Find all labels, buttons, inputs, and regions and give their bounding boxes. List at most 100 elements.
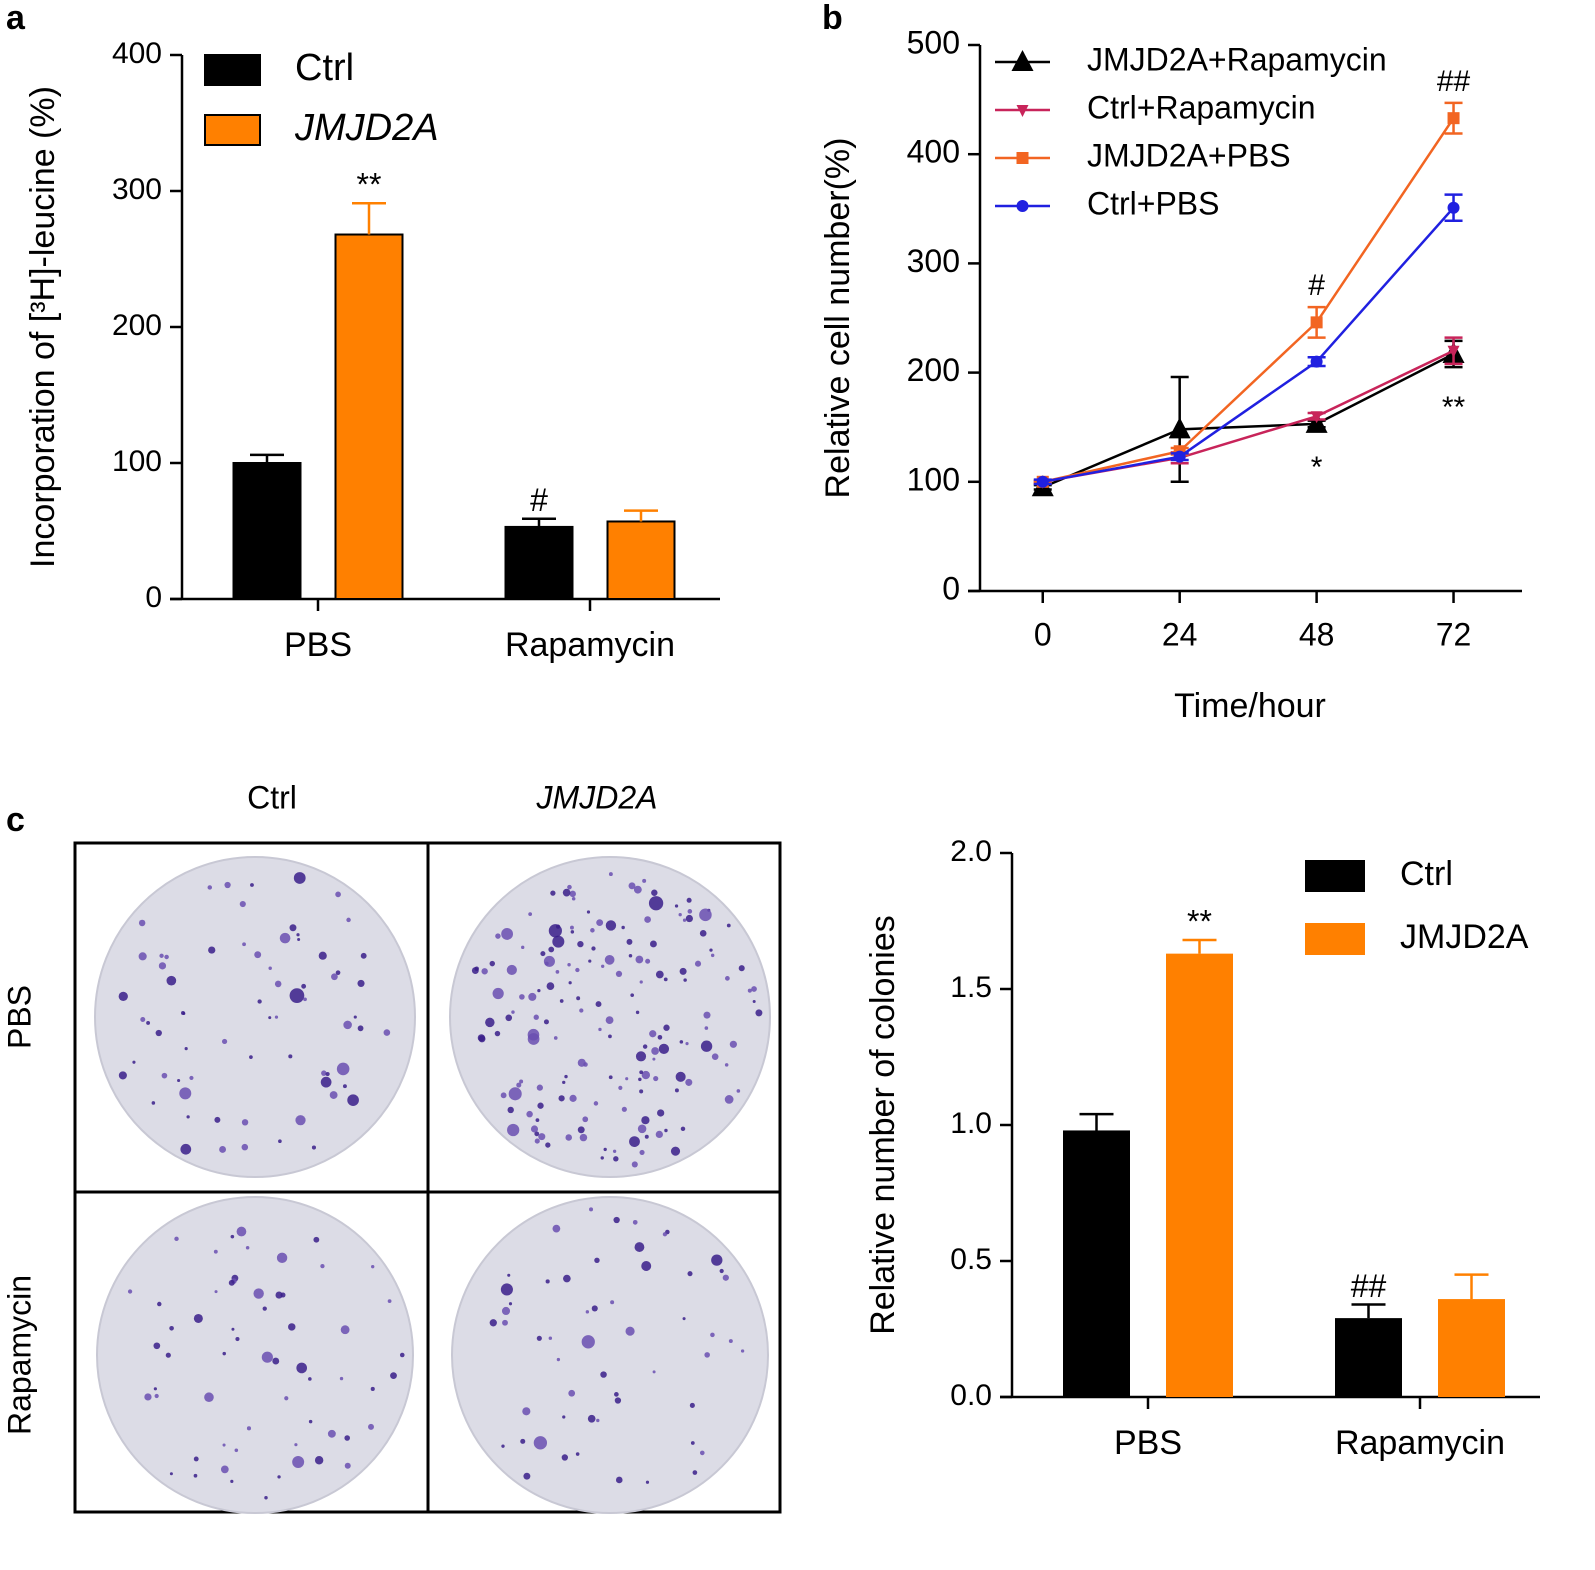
colony — [724, 1063, 729, 1067]
colony — [311, 1145, 317, 1150]
colony — [193, 1473, 198, 1478]
colony — [631, 1161, 638, 1168]
colony — [564, 1074, 568, 1079]
colony — [489, 1319, 497, 1327]
colony — [604, 954, 615, 965]
colony — [507, 1273, 511, 1277]
colony — [387, 1299, 392, 1303]
colony — [214, 1116, 221, 1123]
colony — [621, 1106, 627, 1112]
colony — [639, 1089, 644, 1094]
error-bar — [1079, 1112, 1114, 1131]
colony — [370, 1386, 375, 1391]
colony — [501, 928, 514, 940]
colony — [662, 1232, 668, 1237]
colony — [719, 1268, 724, 1274]
y-tick-label: 400 — [907, 134, 960, 170]
colony — [288, 1323, 296, 1331]
colony — [157, 1301, 162, 1307]
colony — [726, 923, 731, 928]
colony — [605, 1016, 614, 1025]
y-tick-label: 200 — [907, 352, 960, 388]
colony — [335, 970, 341, 975]
colony — [533, 1436, 548, 1450]
colony — [213, 1249, 218, 1254]
colony — [220, 1465, 229, 1474]
colony — [644, 1134, 649, 1139]
colony — [711, 1053, 719, 1060]
annotation: # — [1308, 269, 1325, 302]
colony — [261, 1351, 273, 1363]
legend-swatch — [204, 114, 261, 146]
colony — [638, 1077, 642, 1082]
colony — [738, 965, 745, 972]
colony — [570, 930, 575, 934]
y-tick-label: 1.5 — [950, 971, 992, 1004]
colony — [687, 1271, 693, 1277]
bar — [1335, 1318, 1402, 1397]
colony — [154, 1393, 159, 1399]
colony — [508, 1087, 522, 1101]
colony — [600, 1371, 607, 1378]
colony — [228, 1279, 235, 1286]
colony — [628, 954, 633, 958]
colony — [635, 1051, 647, 1062]
colony — [594, 1257, 600, 1264]
colony — [635, 955, 644, 964]
colony — [565, 1134, 572, 1141]
panel-label: b — [822, 0, 843, 37]
bar — [1063, 1130, 1130, 1397]
colony — [586, 910, 591, 914]
marker — [1447, 345, 1460, 358]
colony — [516, 1082, 522, 1088]
colony — [357, 1025, 364, 1032]
colony — [502, 1319, 508, 1326]
colony — [567, 884, 572, 890]
colony — [158, 962, 167, 970]
colony — [548, 1336, 553, 1340]
colony — [249, 1055, 253, 1059]
colony — [546, 982, 555, 990]
colony — [222, 1443, 226, 1447]
colony — [639, 1070, 644, 1075]
colony — [632, 1219, 638, 1225]
colony — [608, 872, 613, 877]
colony — [651, 889, 658, 896]
annotation: * — [1311, 451, 1323, 484]
colony — [250, 883, 254, 887]
colony — [478, 1035, 486, 1043]
colony — [563, 1274, 571, 1283]
colony — [204, 1392, 214, 1403]
plate — [451, 1196, 769, 1514]
colony — [537, 1102, 544, 1109]
colony — [520, 1438, 526, 1444]
colony — [272, 1357, 280, 1365]
colony — [579, 1008, 584, 1013]
colony — [344, 1462, 351, 1469]
colony — [625, 1326, 635, 1336]
colony — [530, 1125, 539, 1133]
colony — [151, 1101, 156, 1105]
colony — [674, 904, 679, 908]
colony — [664, 1128, 668, 1133]
colony — [268, 1016, 272, 1020]
colony — [686, 897, 692, 903]
colony — [545, 1279, 550, 1284]
colony — [621, 925, 625, 930]
colony — [711, 1254, 723, 1266]
error-bar — [1351, 1303, 1386, 1319]
legend-label: JMJD2A — [294, 107, 439, 149]
colony — [685, 1078, 693, 1086]
colony — [519, 994, 525, 1000]
line — [1042, 117, 1455, 484]
colony — [569, 1094, 577, 1102]
colony — [344, 1435, 350, 1441]
colony — [360, 952, 367, 959]
colony — [729, 1040, 737, 1048]
colony — [690, 1441, 695, 1445]
colony — [268, 966, 272, 970]
colony — [581, 1335, 595, 1349]
colony — [169, 1325, 174, 1331]
colony — [576, 996, 581, 1001]
colony — [177, 1078, 181, 1083]
